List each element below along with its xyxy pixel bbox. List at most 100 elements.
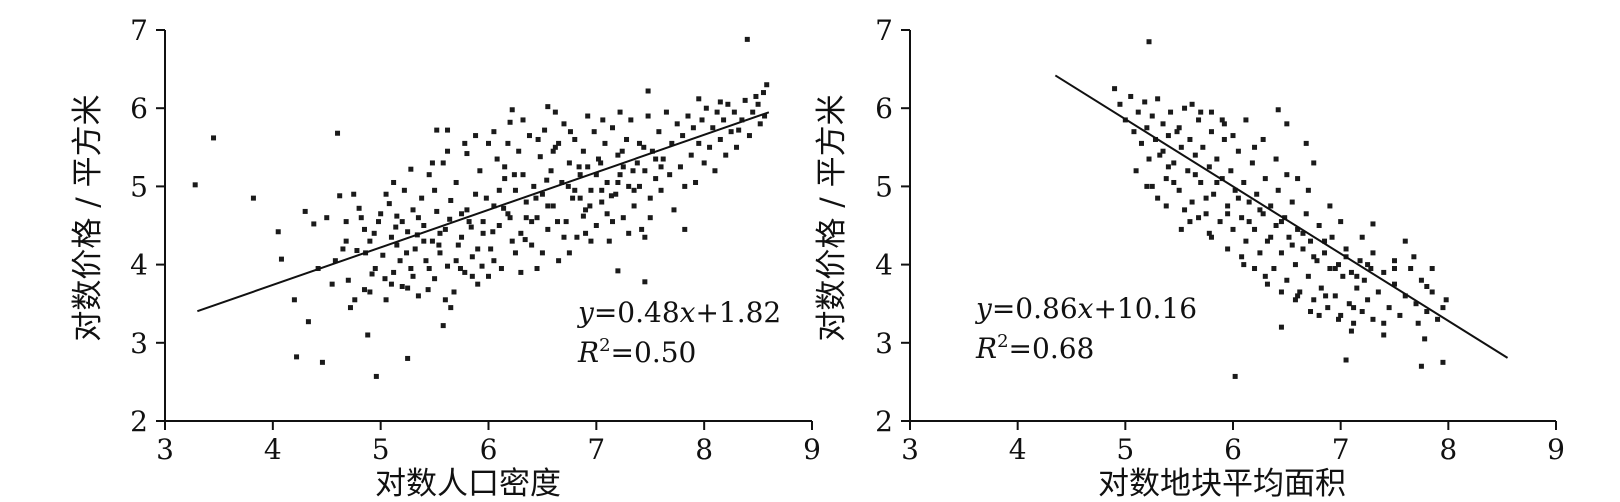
data-point [1413,301,1419,307]
data-point [383,297,389,303]
data-point [211,135,217,141]
data-point [535,136,541,142]
data-point [1381,320,1387,326]
data-point [340,246,346,252]
data-point [764,82,770,88]
data-point [361,226,367,232]
data-point [1322,250,1328,256]
data-point [685,113,691,119]
regression-line [1054,74,1509,359]
data-point [572,136,578,142]
data-point [529,242,535,248]
data-point [757,121,763,127]
data-point [1198,179,1204,185]
data-point [561,234,567,240]
data-point [410,273,416,279]
data-point [1397,312,1403,318]
data-point [1254,191,1260,197]
data-point [526,133,532,139]
data-point [1192,172,1198,178]
data-point [356,205,362,211]
data-point [1311,254,1317,260]
data-point [1292,297,1298,303]
data-point [1392,266,1397,272]
data-point [436,242,442,248]
data-point [615,152,621,158]
data-point [1146,39,1152,45]
data-point [1117,101,1123,107]
y-tick-label: 3 [875,327,893,360]
data-point [1392,258,1397,264]
data-point [516,148,522,154]
data-point [602,140,608,146]
data-point [529,219,535,225]
data-point [1135,109,1141,115]
data-point [459,234,465,240]
y-tick-label: 5 [130,170,148,203]
data-point [1228,168,1234,174]
data-point [1329,234,1335,240]
data-point [1311,297,1317,303]
data-point [1284,277,1290,283]
regression-equation: y=0.48x+1.82 [576,296,781,329]
data-point [1370,221,1376,227]
data-point [426,172,432,178]
data-point [453,258,459,264]
data-point [1327,203,1333,209]
data-point [1257,207,1263,213]
data-point [1411,254,1417,260]
data-point [507,119,513,125]
data-point [520,172,526,178]
data-point [419,195,425,201]
data-point [1343,357,1349,363]
data-point [717,99,723,105]
data-point [426,266,432,272]
data-point [1163,176,1169,182]
data-point [1338,219,1344,225]
x-tick-label: 6 [1224,433,1242,466]
data-point [667,172,673,178]
data-point [1176,187,1182,193]
data-point [358,215,364,221]
data-point [453,179,459,185]
data-point [1149,183,1155,189]
data-point [354,248,360,254]
x-tick-label: 6 [480,433,498,466]
data-point [1359,234,1365,240]
data-point [580,148,586,154]
data-point [1332,266,1338,272]
data-point [1273,156,1279,162]
data-point [415,215,421,221]
data-point [1235,148,1241,154]
data-point [473,191,479,197]
data-point [1165,164,1171,170]
data-point [620,164,626,170]
data-point [1225,246,1231,252]
data-point [639,226,645,232]
data-point [588,187,594,193]
x-tick-label: 9 [1547,433,1565,466]
y-tick-label: 2 [130,405,148,438]
data-point [1187,219,1193,225]
data-point [1182,207,1188,213]
data-point [645,113,651,119]
data-point [1408,266,1414,272]
data-point [647,195,653,201]
data-point [337,193,343,199]
data-point [1196,215,1202,221]
data-point [1152,136,1158,142]
data-point [1316,312,1322,318]
data-point [408,266,414,272]
data-point [512,187,518,193]
x-tick-label: 5 [1116,433,1134,466]
data-point [382,276,388,282]
data-point [442,297,448,303]
data-point [462,140,468,146]
data-point [405,285,411,291]
data-point [1128,93,1134,99]
data-point [1295,293,1301,299]
data-point [559,179,565,185]
data-point [512,250,518,256]
data-point [475,246,481,252]
